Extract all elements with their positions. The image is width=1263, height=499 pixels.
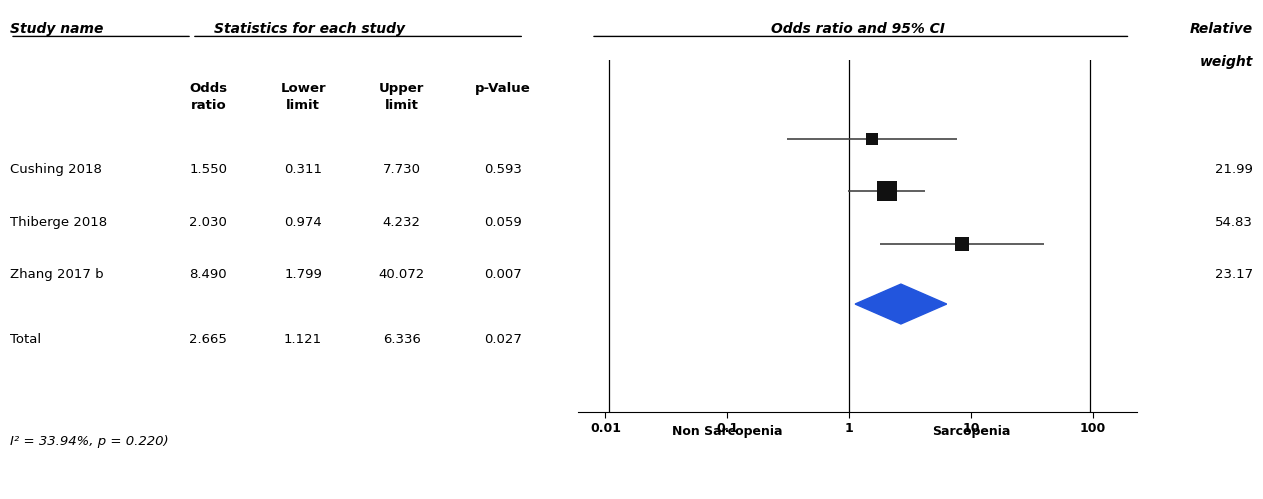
Text: Non Sarcopenia: Non Sarcopenia (672, 425, 783, 438)
Text: I² = 33.94%, p = 0.220): I² = 33.94%, p = 0.220) (10, 435, 169, 448)
Text: 1.799: 1.799 (284, 268, 322, 281)
Text: 8.490: 8.490 (189, 268, 227, 281)
Text: Total: Total (10, 333, 42, 346)
Text: 40.072: 40.072 (379, 268, 424, 281)
Text: Relative: Relative (1190, 22, 1253, 36)
Text: 4.232: 4.232 (383, 216, 421, 229)
Text: Cushing 2018: Cushing 2018 (10, 163, 102, 176)
Point (863, 135, 883, 143)
Text: 1.550: 1.550 (189, 163, 227, 176)
Text: Zhang 2017 b: Zhang 2017 b (10, 268, 104, 281)
Text: 54.83: 54.83 (1215, 216, 1253, 229)
Text: 1.121: 1.121 (284, 333, 322, 346)
Point (952, 240, 973, 248)
Text: Study name: Study name (10, 22, 104, 36)
Text: 6.336: 6.336 (383, 333, 421, 346)
Text: 0.027: 0.027 (484, 333, 522, 346)
Text: Lower
limit: Lower limit (280, 82, 326, 112)
Text: p-Value: p-Value (475, 82, 530, 95)
Text: 0.974: 0.974 (284, 216, 322, 229)
Text: Statistics for each study: Statistics for each study (213, 22, 405, 36)
Text: 2.030: 2.030 (189, 216, 227, 229)
Text: Odds
ratio: Odds ratio (189, 82, 227, 112)
Text: 2.665: 2.665 (189, 333, 227, 346)
Polygon shape (855, 284, 947, 324)
Text: 0.007: 0.007 (484, 268, 522, 281)
Text: Upper
limit: Upper limit (379, 82, 424, 112)
Text: 23.17: 23.17 (1215, 268, 1253, 281)
Text: 0.059: 0.059 (484, 216, 522, 229)
Text: 21.99: 21.99 (1215, 163, 1253, 176)
Text: 7.730: 7.730 (383, 163, 421, 176)
Text: 0.593: 0.593 (484, 163, 522, 176)
Text: Odds ratio and 95% CI: Odds ratio and 95% CI (770, 22, 945, 36)
Text: Sarcopenia: Sarcopenia (932, 425, 1010, 438)
Text: Thiberge 2018: Thiberge 2018 (10, 216, 107, 229)
Text: weight: weight (1200, 55, 1253, 69)
Point (877, 187, 897, 195)
Text: 0.311: 0.311 (284, 163, 322, 176)
